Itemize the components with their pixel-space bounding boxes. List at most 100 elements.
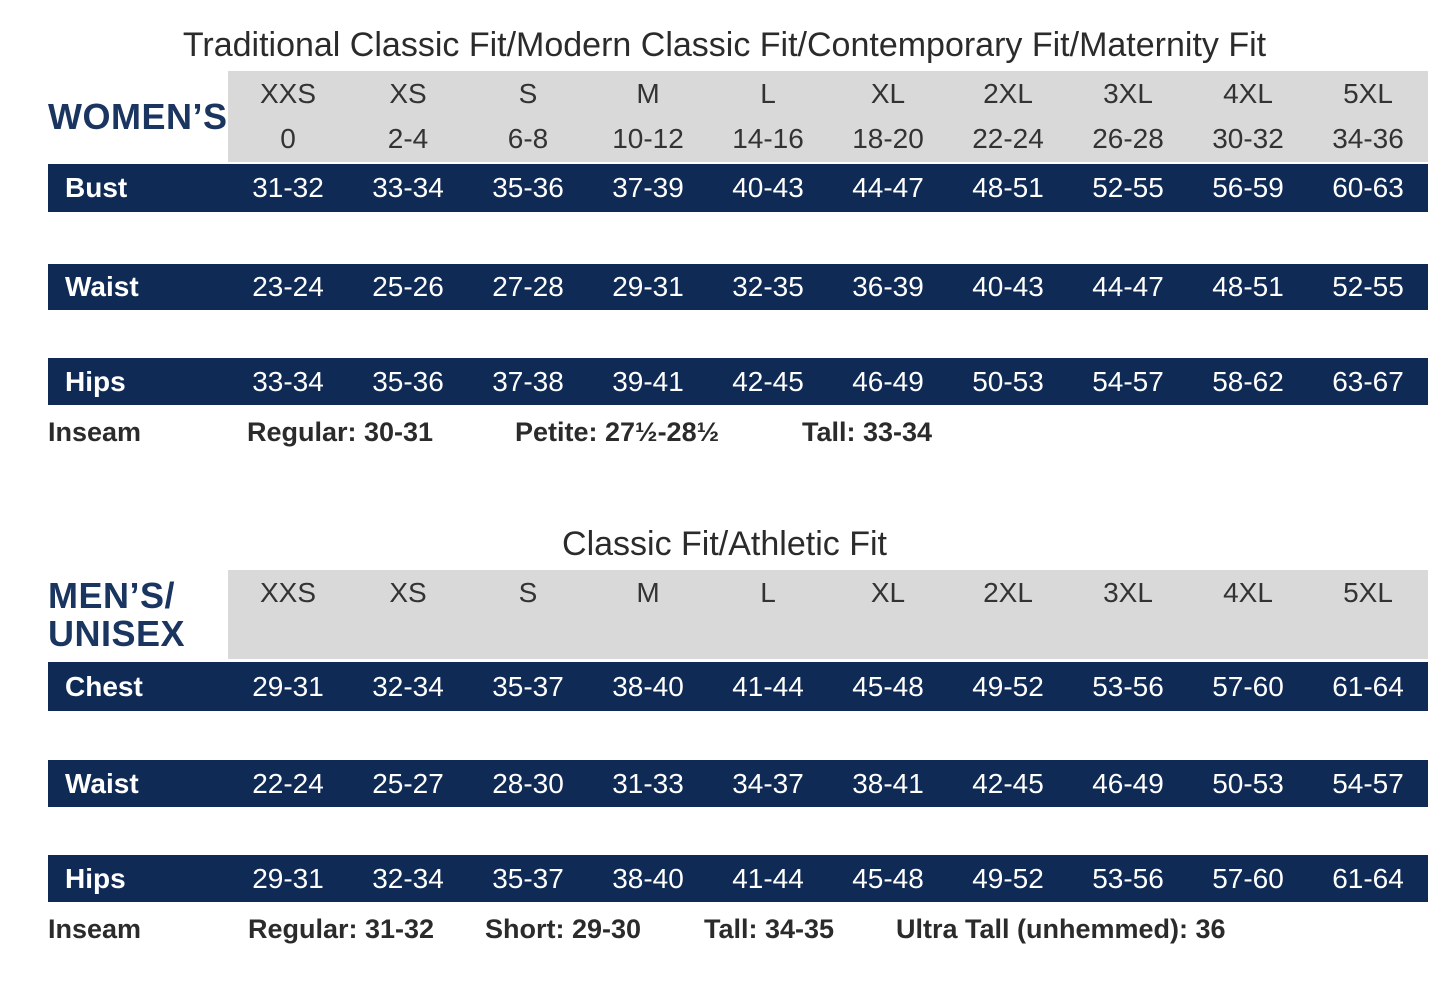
measurement-value: 57-60 (1212, 862, 1284, 894)
size-header: XS (389, 78, 427, 109)
measurement-value: 35-37 (492, 862, 564, 894)
row-label: Waist (65, 271, 139, 302)
measurement-value: 25-26 (372, 271, 444, 302)
numeric-size: 22-24 (972, 123, 1044, 154)
size-header: 3XL (1103, 78, 1153, 109)
row-label: Chest (65, 670, 143, 702)
measurement-value: 58-62 (1212, 365, 1284, 397)
measurement-value: 42-45 (972, 767, 1044, 799)
size-header: XXS (259, 577, 317, 608)
size-header: S (518, 78, 538, 109)
measurement-value: 38-40 (612, 862, 684, 894)
numeric-size: 0 (280, 123, 296, 154)
measurement-value: 56-59 (1212, 172, 1284, 203)
measurement-value: 49-52 (972, 862, 1044, 894)
size-header: 5XL (1343, 78, 1393, 109)
measurement-value: 35-36 (492, 172, 564, 203)
measurement-value: 34-37 (732, 767, 804, 799)
measurement-value: 50-53 (1212, 767, 1284, 799)
measurement-value: 46-49 (852, 365, 924, 397)
men-inseam-regular: Regular: 31-32 (248, 914, 435, 944)
women-hips-row: Hips 33-34 35-36 37-38 39-41 42-45 46-49… (48, 358, 1428, 405)
measurement-value: 54-57 (1332, 767, 1404, 799)
size-header: XS (389, 577, 427, 608)
size-header: M (636, 78, 660, 109)
size-header: 5XL (1343, 577, 1393, 608)
size-header: XL (870, 577, 906, 608)
men-size-header-background (228, 570, 1428, 659)
measurement-value: 35-36 (372, 365, 444, 397)
measurement-value: 22-24 (252, 767, 324, 799)
measurement-value: 48-51 (972, 172, 1044, 203)
measurement-value: 25-27 (372, 767, 444, 799)
measurement-value: 48-51 (1212, 271, 1284, 302)
measurement-value: 39-41 (612, 365, 684, 397)
measurement-value: 53-56 (1092, 670, 1164, 702)
row-label: Waist (65, 767, 139, 799)
men-inseam-ultra-tall: Ultra Tall (unhemmed): 36 (896, 914, 1226, 944)
measurement-value: 29-31 (612, 271, 684, 302)
measurement-value: 31-32 (252, 172, 324, 203)
measurement-value: 45-48 (852, 862, 924, 894)
numeric-size: 6-8 (507, 123, 549, 154)
measurement-value: 42-45 (732, 365, 804, 397)
women-fit-title: Traditional Classic Fit/Modern Classic F… (182, 26, 1267, 64)
men-section-label-line2: UNISEX (48, 613, 186, 654)
row-label: Bust (65, 172, 128, 203)
measurement-value: 61-64 (1332, 862, 1404, 894)
measurement-value: 54-57 (1092, 365, 1164, 397)
men-section-label-line1: MEN’S/ (48, 575, 176, 616)
women-section-label: WOMEN’S (48, 96, 228, 137)
measurement-value: 33-34 (372, 172, 444, 203)
numeric-size: 10-12 (612, 123, 684, 154)
men-hips-row: Hips 29-31 32-34 35-37 38-40 41-44 45-48… (48, 855, 1428, 902)
women-size-header-background (228, 71, 1428, 162)
measurement-value: 29-31 (252, 862, 324, 894)
size-header: 2XL (983, 577, 1033, 608)
measurement-value: 28-30 (492, 767, 564, 799)
men-waist-row: Waist 22-24 25-27 28-30 31-33 34-37 38-4… (48, 760, 1428, 807)
size-header: S (518, 577, 538, 608)
measurement-value: 37-38 (492, 365, 564, 397)
numeric-size: 30-32 (1212, 123, 1284, 154)
measurement-value: 63-67 (1332, 365, 1404, 397)
measurement-value: 45-48 (852, 670, 924, 702)
measurement-value: 52-55 (1092, 172, 1164, 203)
men-inseam-short: Short: 29-30 (485, 914, 642, 944)
measurement-value: 31-33 (612, 767, 684, 799)
measurement-value: 53-56 (1092, 862, 1164, 894)
measurement-value: 44-47 (1092, 271, 1164, 302)
size-header: 2XL (983, 78, 1033, 109)
women-letter-sizes-row: XXS XS S M L XL 2XL 3XL 4XL 5XL (228, 78, 1428, 110)
men-section-label: MEN’S/ UNISEX (48, 577, 185, 653)
measurement-value: 57-60 (1212, 670, 1284, 702)
numeric-size: 18-20 (852, 123, 924, 154)
numeric-size: 14-16 (732, 123, 804, 154)
size-header: L (760, 78, 776, 109)
measurement-value: 29-31 (252, 670, 324, 702)
measurement-value: 32-34 (372, 862, 444, 894)
size-header: XL (870, 78, 906, 109)
women-numeric-sizes-row: 0 2-4 6-8 10-12 14-16 18-20 22-24 26-28 … (228, 123, 1428, 155)
numeric-size: 2-4 (387, 123, 429, 154)
size-header: 4XL (1223, 78, 1273, 109)
measurement-value: 40-43 (972, 271, 1044, 302)
measurement-value: 27-28 (492, 271, 564, 302)
numeric-size: 34-36 (1332, 123, 1404, 154)
size-header: M (636, 577, 660, 608)
measurement-value: 37-39 (612, 172, 684, 203)
measurement-value: 50-53 (972, 365, 1044, 397)
row-label: Hips (65, 365, 126, 397)
measurement-value: 60-63 (1332, 172, 1404, 203)
men-chest-row: Chest 29-31 32-34 35-37 38-40 41-44 45-4… (48, 662, 1428, 711)
measurement-value: 61-64 (1332, 670, 1404, 702)
measurement-value: 40-43 (732, 172, 804, 203)
measurement-value: 46-49 (1092, 767, 1164, 799)
measurement-value: 32-35 (732, 271, 804, 302)
women-bust-row: Bust 31-32 33-34 35-36 37-39 40-43 44-47… (48, 164, 1428, 212)
measurement-value: 33-34 (252, 365, 324, 397)
size-header: 4XL (1223, 577, 1273, 608)
numeric-size: 26-28 (1092, 123, 1164, 154)
measurement-value: 44-47 (852, 172, 924, 203)
men-fit-title: Classic Fit/Athletic Fit (562, 525, 887, 563)
